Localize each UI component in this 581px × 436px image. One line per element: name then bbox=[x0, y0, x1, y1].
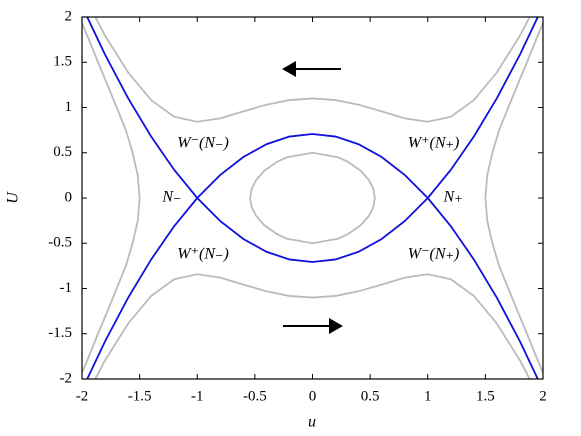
y-tick-label: 0.5 bbox=[53, 144, 72, 160]
annotation: N₊ bbox=[443, 189, 463, 206]
y-tick-label: -1 bbox=[60, 280, 73, 296]
arrow-left bbox=[282, 61, 341, 77]
y-tick-label: 0 bbox=[65, 189, 73, 205]
y-tick-label: 1 bbox=[65, 99, 73, 115]
y-tick-label: 1.5 bbox=[53, 54, 72, 70]
x-tick-label: -1 bbox=[191, 388, 204, 404]
x-tick-label: 1.5 bbox=[476, 388, 495, 404]
curves bbox=[82, 17, 543, 379]
annotation: N₋ bbox=[161, 189, 181, 206]
curve bbox=[86, 133, 539, 379]
x-axis-label: u bbox=[308, 414, 316, 431]
annotation: W⁻(N₊) bbox=[408, 246, 460, 263]
curve bbox=[249, 151, 376, 245]
annotation: W⁺(N₊) bbox=[408, 134, 460, 151]
plot-frame bbox=[81, 16, 544, 380]
curve bbox=[94, 17, 531, 123]
y-tick-label: -2 bbox=[60, 370, 73, 386]
curve bbox=[484, 20, 543, 376]
y-axis-label: U bbox=[5, 191, 22, 204]
x-tick-label: 0.5 bbox=[361, 388, 380, 404]
curve bbox=[86, 17, 539, 263]
annotation: W⁻(N₋) bbox=[177, 134, 229, 151]
y-tick-label: -1.5 bbox=[48, 325, 72, 341]
x-tick-label: 0 bbox=[309, 388, 317, 404]
annotation: W⁺(N₋) bbox=[177, 246, 229, 263]
x-tick-label: -1.5 bbox=[128, 388, 152, 404]
x-tick-label: -2 bbox=[76, 388, 89, 404]
curve bbox=[94, 273, 531, 379]
x-tick-label: -0.5 bbox=[243, 388, 267, 404]
x-tick-label: 2 bbox=[539, 388, 547, 404]
arrow-right bbox=[283, 318, 343, 334]
x-tick-label: 1 bbox=[424, 388, 432, 404]
curve bbox=[82, 20, 141, 376]
y-tick-label: 2 bbox=[65, 8, 73, 24]
y-tick-label: -0.5 bbox=[48, 235, 72, 251]
